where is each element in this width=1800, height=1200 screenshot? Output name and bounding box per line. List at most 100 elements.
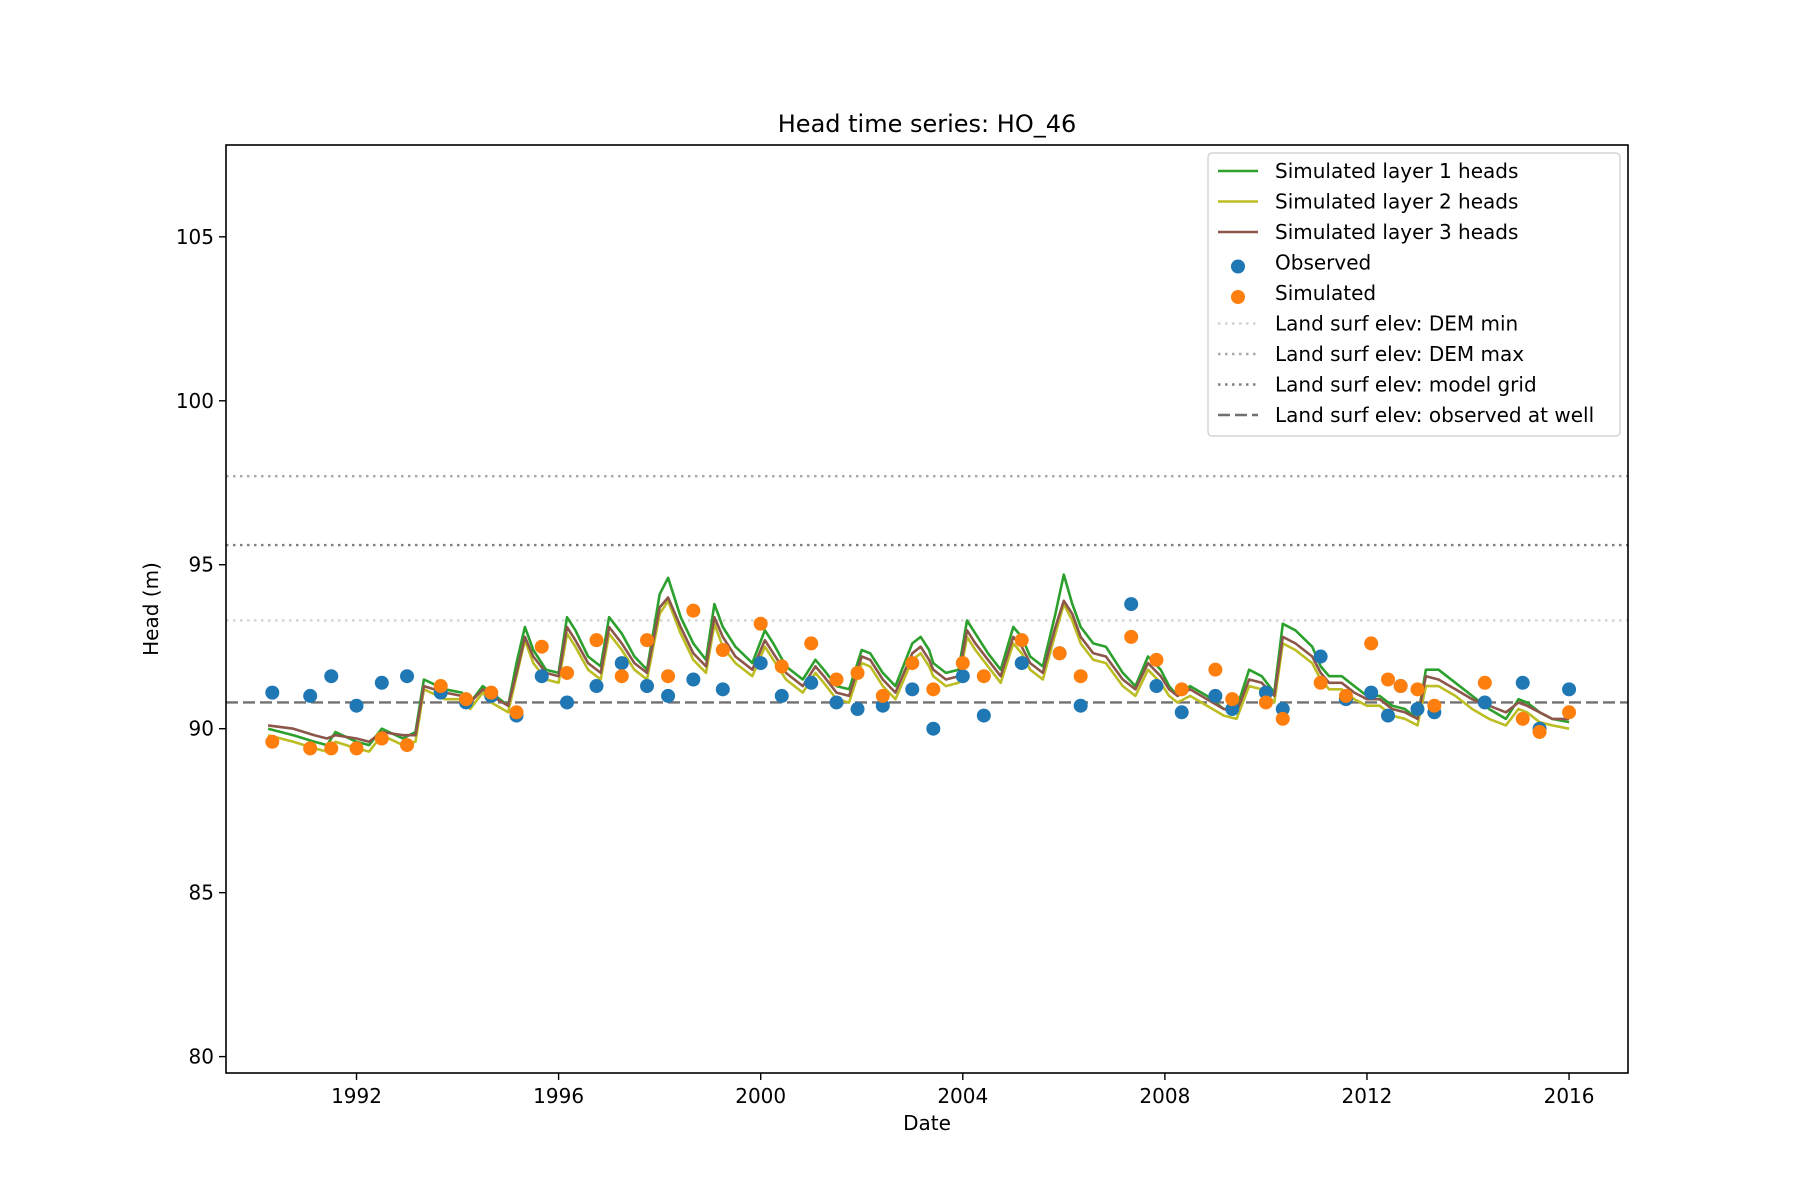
scatter-point — [1275, 702, 1290, 717]
legend-swatch — [1231, 290, 1245, 304]
scatter-point — [850, 702, 865, 717]
scatter-point — [1014, 656, 1029, 671]
scatter-point — [1258, 695, 1273, 710]
scatter-point — [1427, 698, 1442, 713]
scatter-point — [349, 698, 364, 713]
x-tick-label: 2012 — [1342, 1084, 1393, 1108]
scatter-point — [400, 669, 415, 684]
scatter-point — [560, 695, 575, 710]
scatter-point — [640, 633, 655, 648]
scatter-point — [1313, 675, 1328, 690]
scatter-point — [1052, 646, 1067, 661]
scatter-point — [1124, 629, 1139, 644]
scatter-point — [926, 721, 941, 736]
scatter-point — [829, 695, 844, 710]
scatter-point — [534, 669, 549, 684]
scatter-point — [661, 669, 676, 684]
legend-box — [1207, 152, 1621, 437]
legend: Simulated layer 1 heads Simulated layer 2… — [1207, 152, 1621, 437]
scatter-point — [955, 656, 970, 671]
scatter-point — [1258, 685, 1273, 700]
scatter-point — [715, 642, 730, 657]
legend-label: Land surf elev: DEM min — [1275, 312, 1518, 336]
scatter-point — [560, 665, 575, 680]
scatter-point — [1515, 711, 1530, 726]
scatter-point — [1477, 675, 1492, 690]
y-tick-label: 105 — [176, 225, 214, 249]
scatter-point — [614, 656, 629, 671]
scatter-point — [324, 669, 339, 684]
scatter-point — [458, 692, 473, 707]
scatter-point — [976, 669, 991, 684]
legend-label: Land surf elev: model grid — [1275, 373, 1537, 397]
scatter-point — [1149, 652, 1164, 667]
scatter-point — [1393, 679, 1408, 694]
y-tick-label: 85 — [189, 881, 214, 905]
scatter-point — [374, 731, 389, 746]
scatter-point — [905, 656, 920, 671]
scatter-point — [715, 682, 730, 697]
series-line — [267, 573, 1570, 747]
scatter-point — [484, 685, 499, 700]
scatter-point — [1073, 669, 1088, 684]
scatter-point — [1208, 662, 1223, 677]
plot-area — [226, 474, 1628, 756]
scatter-point — [850, 665, 865, 680]
x-tick-label: 2016 — [1544, 1084, 1595, 1108]
scatter-point — [753, 616, 768, 631]
scatter-point — [1275, 711, 1290, 726]
y-axis-label: Head (m) — [139, 562, 163, 656]
series-line — [267, 596, 1570, 744]
legend-label: Land surf elev: observed at well — [1275, 403, 1594, 427]
plot-frame — [225, 144, 1629, 1074]
scatter-point — [303, 688, 318, 703]
x-tick-label: 2004 — [937, 1084, 988, 1108]
scatter-point — [926, 682, 941, 697]
scatter-point — [324, 741, 339, 756]
scatter-point — [753, 656, 768, 671]
scatter-point — [614, 669, 629, 684]
scatter-point — [1562, 682, 1577, 697]
x-axis-label: Date — [903, 1111, 951, 1135]
legend-label: Simulated layer 1 heads — [1275, 159, 1518, 183]
scatter-point — [1014, 633, 1029, 648]
scatter-point — [349, 741, 364, 756]
scatter-point — [804, 636, 819, 651]
legend-label: Land surf elev: DEM max — [1275, 342, 1524, 366]
axis-ticks: 1992 1996 2000 2004 2008 2012 2016 80 85 90 95 100 1… — [176, 225, 1595, 1108]
y-tick-label: 90 — [189, 717, 214, 741]
scatter-point — [875, 698, 890, 713]
scatter-point — [534, 639, 549, 654]
scatter-point — [265, 734, 280, 749]
scatter-point — [1225, 702, 1240, 717]
scatter-point — [400, 738, 415, 753]
scatter-point — [1174, 705, 1189, 720]
legend-label: Simulated layer 2 heads — [1275, 190, 1518, 214]
scatter-point — [1208, 688, 1223, 703]
legend-label: Observed — [1275, 251, 1371, 275]
scatter-point — [976, 708, 991, 723]
scatter-point — [589, 633, 604, 648]
chart-title: Head time series: HO_46 — [778, 110, 1077, 138]
scatter-point — [955, 669, 970, 684]
scatter-point — [661, 688, 676, 703]
scatter-point — [1410, 702, 1425, 717]
scatter-point — [1364, 685, 1379, 700]
scatter-point — [875, 688, 890, 703]
scatter-point — [804, 675, 819, 690]
scatter-point — [640, 679, 655, 694]
x-tick-label: 2008 — [1139, 1084, 1190, 1108]
scatter-point — [1381, 672, 1396, 687]
scatter-point — [1073, 698, 1088, 713]
legend-label: Simulated — [1275, 281, 1376, 305]
scatter-point — [774, 659, 789, 674]
scatter-point — [1364, 636, 1379, 651]
scatter-point — [905, 682, 920, 697]
y-tick-label: 80 — [189, 1045, 214, 1069]
scatter-point — [1532, 724, 1547, 739]
scatter-point — [1225, 692, 1240, 707]
scatter-point — [303, 741, 318, 756]
scatter-point — [1313, 649, 1328, 664]
scatter-point — [265, 685, 280, 700]
